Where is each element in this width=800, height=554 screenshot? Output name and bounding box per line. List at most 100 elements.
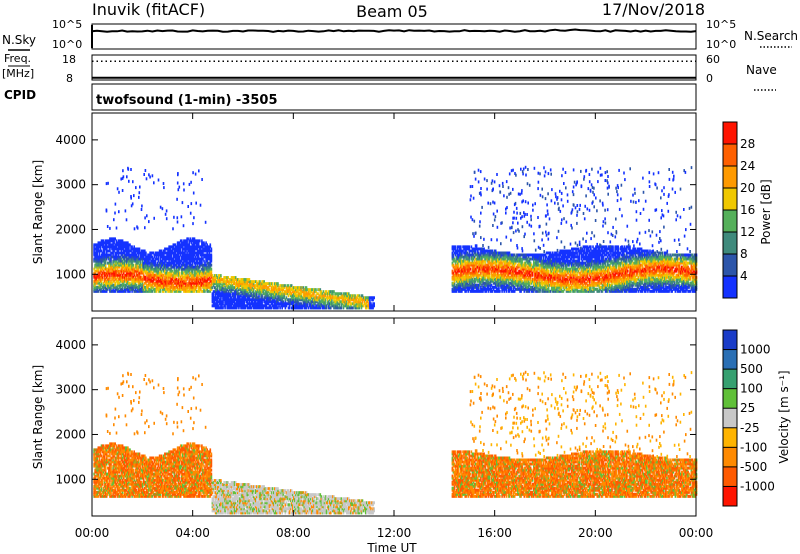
- power-echo-cell: [241, 284, 243, 288]
- power-echo-cell: [120, 265, 123, 269]
- power-echo-cell: [453, 281, 456, 285]
- power-echo-cell: [149, 251, 151, 255]
- power-echo-cell: [529, 261, 532, 265]
- power-echo-cell: [290, 284, 293, 288]
- power-echo-cell: [221, 294, 223, 298]
- power-echo-cell: [467, 257, 469, 261]
- power-echo-cell: [500, 259, 502, 263]
- power-echo-cell: [191, 257, 194, 261]
- power-echo-cell: [93, 287, 95, 291]
- power-echo-cell: [475, 253, 478, 257]
- power-echo-cell: [216, 286, 219, 290]
- power-echo-cell: [481, 251, 483, 255]
- power-echo-cell: [279, 306, 281, 310]
- power-echo-cell: [113, 241, 115, 245]
- power-echo-cell: [127, 281, 129, 285]
- power-echo-cell: [193, 253, 196, 257]
- power-echo-cell: [258, 302, 260, 306]
- power-echo-cell: [212, 290, 215, 294]
- power-echo-cell: [336, 306, 338, 310]
- power-echo-cell: [204, 261, 206, 265]
- power-echo-cell: [453, 251, 456, 255]
- power-echo-cell: [520, 279, 522, 283]
- power-echo-cell: [508, 281, 511, 285]
- power-echo-cell: [157, 251, 160, 255]
- nsky-left-tick-label: 10^5: [52, 18, 82, 31]
- power-echo-cell: [505, 253, 508, 257]
- power-echo-cell: [303, 300, 306, 304]
- power-echo-cell: [113, 245, 115, 249]
- power-echo-cell: [227, 302, 230, 306]
- power-echo-cell: [102, 263, 105, 267]
- power-echo-cell: [115, 255, 118, 259]
- power-echo-cell: [144, 269, 146, 273]
- power-echo-cell: [262, 292, 264, 296]
- power-echo-cell: [203, 247, 205, 251]
- power-echo-cell: [190, 251, 193, 255]
- power-echo-cell: [230, 300, 233, 304]
- power-echo-cell: [512, 281, 515, 285]
- power-echo-cell: [346, 306, 349, 310]
- power-echo-cell: [156, 253, 159, 257]
- power-echo-cell: [474, 257, 477, 261]
- power-echo-cell: [150, 265, 152, 269]
- power-echo-cell: [475, 247, 478, 251]
- power-echo-cell: [215, 274, 218, 278]
- power-echo-cell: [531, 273, 534, 277]
- power-echo-cell: [353, 302, 355, 306]
- power-echo-cell: [115, 259, 118, 263]
- power-echo-cell: [144, 285, 146, 289]
- power-echo-cell: [100, 255, 103, 259]
- power-echo-cell: [130, 257, 132, 261]
- power-echo-cell: [175, 289, 178, 293]
- power-echo-cell: [131, 263, 133, 267]
- power-echo-cell: [473, 281, 476, 285]
- power-echo-cell: [174, 269, 177, 273]
- power-echo-cell: [103, 245, 106, 249]
- power-echo-cell: [132, 265, 134, 269]
- power-echo-cell: [470, 281, 473, 285]
- power-echo-cell: [115, 285, 118, 289]
- power-echo-cell: [489, 277, 492, 281]
- power-echo-cell: [112, 283, 114, 287]
- power-echo-cell: [137, 281, 140, 285]
- power-echo-cell: [207, 267, 209, 271]
- power-echo-cell: [134, 259, 137, 263]
- power-echo-cell: [185, 271, 187, 275]
- power-echo-cell: [128, 281, 130, 285]
- power-echo-cell: [322, 290, 325, 294]
- power-echo-cell: [331, 290, 333, 294]
- power-echo-cell: [177, 265, 180, 269]
- power-echo-cell: [527, 261, 530, 265]
- power-echo-cell: [479, 253, 481, 257]
- power-echo-cell: [471, 263, 474, 267]
- power-echo-cell: [114, 281, 116, 285]
- power-echo-cell: [172, 275, 175, 279]
- power-echo-cell: [196, 249, 199, 253]
- power-echo-cell: [150, 287, 152, 291]
- power-echo-cell: [134, 265, 137, 269]
- power-echo-cell: [113, 257, 115, 261]
- power-echo-cell: [471, 273, 474, 277]
- power-echo-cell: [166, 281, 168, 285]
- power-echo-cell: [478, 277, 480, 281]
- power-echo-cell: [459, 279, 461, 283]
- power-echo-cell: [317, 298, 319, 302]
- power-echo-cell: [483, 281, 485, 285]
- power-echo-cell: [99, 271, 102, 275]
- power-echo-cell: [204, 283, 206, 287]
- power-echo-cell: [284, 302, 287, 306]
- power-echo-cell: [209, 271, 212, 275]
- power-echo-cell: [249, 288, 252, 292]
- power-echo-cell: [336, 294, 338, 298]
- power-echo-cell: [503, 257, 505, 261]
- power-echo-cell: [209, 279, 212, 283]
- power-echo-cell: [173, 255, 176, 259]
- power-echo-cell: [93, 285, 95, 289]
- power-echo-cell: [199, 257, 201, 261]
- power-echo-cell: [326, 296, 329, 300]
- power-echo-cell: [193, 251, 196, 255]
- power-echo-cell: [185, 261, 187, 265]
- power-echo-cell: [456, 283, 459, 287]
- power-echo-cell: [231, 300, 234, 304]
